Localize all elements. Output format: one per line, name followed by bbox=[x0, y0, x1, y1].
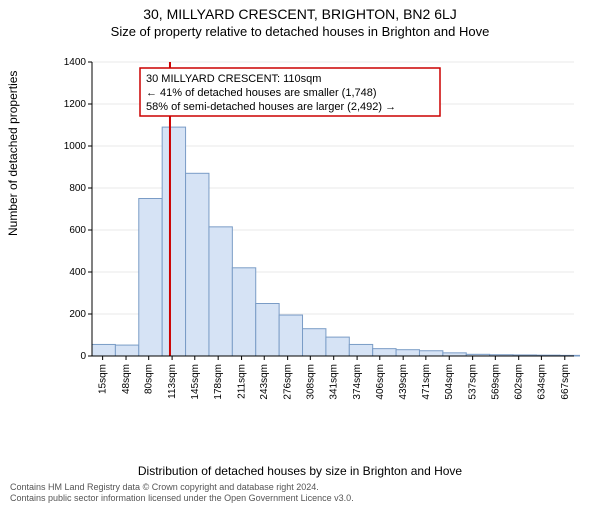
svg-text:276sqm: 276sqm bbox=[283, 364, 294, 400]
svg-text:374sqm: 374sqm bbox=[352, 364, 363, 400]
svg-text:211sqm: 211sqm bbox=[237, 364, 248, 399]
svg-text:600: 600 bbox=[69, 225, 86, 236]
svg-text:1200: 1200 bbox=[64, 99, 87, 110]
y-axis-label: Number of detached properties bbox=[6, 71, 20, 236]
svg-text:15sqm: 15sqm bbox=[98, 364, 109, 394]
title-address: 30, MILLYARD CRESCENT, BRIGHTON, BN2 6LJ bbox=[0, 6, 600, 22]
svg-text:634sqm: 634sqm bbox=[536, 364, 547, 400]
svg-text:← 41% of detached houses are s: ← 41% of detached houses are smaller (1,… bbox=[146, 87, 377, 99]
svg-text:569sqm: 569sqm bbox=[490, 364, 501, 400]
svg-text:200: 200 bbox=[69, 309, 86, 320]
svg-text:504sqm: 504sqm bbox=[444, 364, 455, 400]
svg-text:439sqm: 439sqm bbox=[398, 364, 409, 400]
chart-area: 0 200 400 600 800 1000 1200 1400 15sqm 48sqm 80sqm… bbox=[60, 56, 580, 416]
svg-text:1400: 1400 bbox=[64, 57, 87, 68]
svg-text:602sqm: 602sqm bbox=[514, 364, 525, 400]
svg-text:0: 0 bbox=[80, 351, 86, 362]
svg-text:145sqm: 145sqm bbox=[190, 364, 201, 400]
svg-text:178sqm: 178sqm bbox=[213, 364, 224, 400]
svg-text:80sqm: 80sqm bbox=[144, 364, 155, 394]
chart-container: 30, MILLYARD CRESCENT, BRIGHTON, BN2 6LJ… bbox=[0, 6, 600, 506]
svg-text:243sqm: 243sqm bbox=[259, 364, 270, 400]
svg-text:667sqm: 667sqm bbox=[560, 364, 571, 400]
svg-text:113sqm: 113sqm bbox=[167, 364, 178, 399]
svg-text:537sqm: 537sqm bbox=[468, 364, 479, 400]
footer-credits: Contains HM Land Registry data © Crown c… bbox=[10, 482, 354, 504]
svg-text:341sqm: 341sqm bbox=[329, 364, 340, 400]
svg-text:308sqm: 308sqm bbox=[305, 364, 316, 400]
svg-text:800: 800 bbox=[69, 183, 86, 194]
footer-line2: Contains public sector information licen… bbox=[10, 493, 354, 504]
svg-text:406sqm: 406sqm bbox=[375, 364, 386, 400]
svg-text:30 MILLYARD CRESCENT: 110sqm: 30 MILLYARD CRESCENT: 110sqm bbox=[146, 73, 321, 85]
svg-text:400: 400 bbox=[69, 267, 86, 278]
svg-text:1000: 1000 bbox=[64, 141, 87, 152]
svg-text:471sqm: 471sqm bbox=[421, 364, 432, 400]
svg-text:48sqm: 48sqm bbox=[121, 364, 132, 394]
histogram-plot: 0 200 400 600 800 1000 1200 1400 15sqm 48sqm 80sqm… bbox=[60, 56, 580, 416]
footer-line1: Contains HM Land Registry data © Crown c… bbox=[10, 482, 354, 493]
title-subtitle: Size of property relative to detached ho… bbox=[0, 24, 600, 39]
svg-text:58% of semi-detached houses ar: 58% of semi-detached houses are larger (… bbox=[146, 101, 396, 113]
x-axis-label: Distribution of detached houses by size … bbox=[0, 464, 600, 478]
